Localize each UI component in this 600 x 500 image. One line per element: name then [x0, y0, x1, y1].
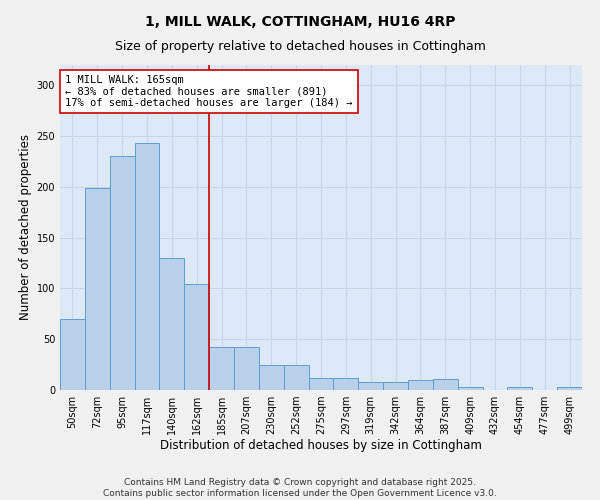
Bar	[408, 380, 433, 390]
X-axis label: Distribution of detached houses by size in Cottingham: Distribution of detached houses by size …	[160, 438, 482, 452]
Y-axis label: Number of detached properties: Number of detached properties	[19, 134, 32, 320]
Bar	[433, 379, 458, 390]
Text: Size of property relative to detached houses in Cottingham: Size of property relative to detached ho…	[115, 40, 485, 53]
Text: 1, MILL WALK, COTTINGHAM, HU16 4RP: 1, MILL WALK, COTTINGHAM, HU16 4RP	[145, 15, 455, 29]
Text: 1 MILL WALK: 165sqm
← 83% of detached houses are smaller (891)
17% of semi-detac: 1 MILL WALK: 165sqm ← 83% of detached ho…	[65, 74, 353, 108]
Bar	[383, 382, 408, 390]
Bar	[60, 319, 85, 390]
Bar	[334, 378, 358, 390]
Bar	[458, 387, 482, 390]
Bar	[110, 156, 134, 390]
Bar	[259, 364, 284, 390]
Bar	[160, 258, 184, 390]
Bar	[284, 364, 308, 390]
Text: Contains HM Land Registry data © Crown copyright and database right 2025.
Contai: Contains HM Land Registry data © Crown c…	[103, 478, 497, 498]
Bar	[557, 387, 582, 390]
Bar	[234, 348, 259, 390]
Bar	[508, 387, 532, 390]
Bar	[85, 188, 110, 390]
Bar	[184, 284, 209, 390]
Bar	[358, 382, 383, 390]
Bar	[209, 348, 234, 390]
Bar	[134, 143, 160, 390]
Bar	[308, 378, 334, 390]
